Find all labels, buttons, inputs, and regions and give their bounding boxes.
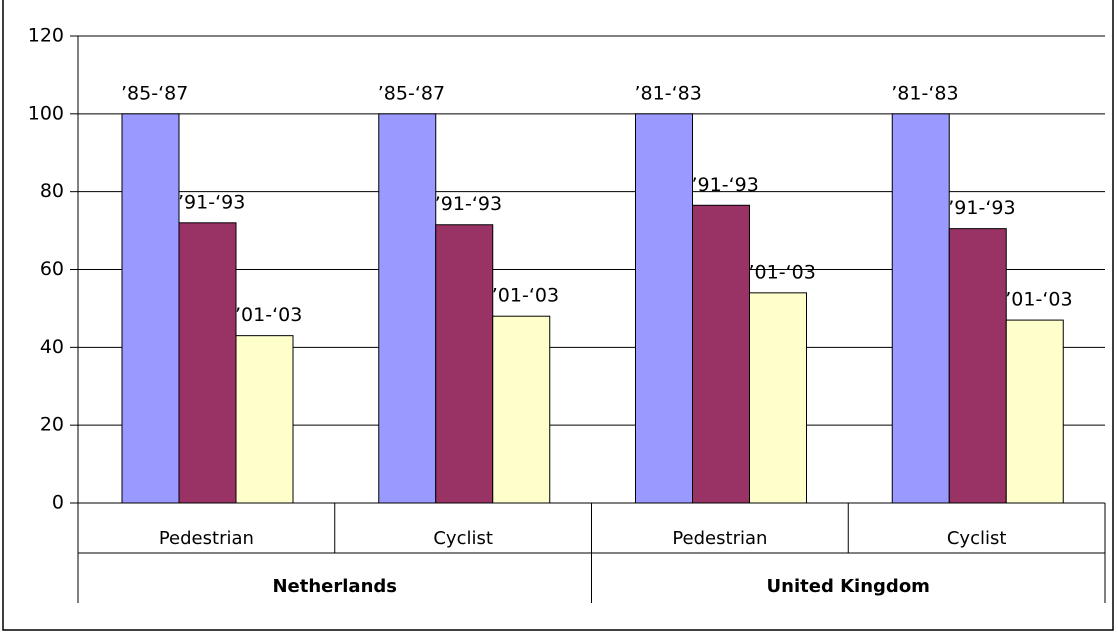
group-label: Netherlands (272, 576, 397, 597)
bar (121, 113, 180, 504)
y-tick-label: 20 (40, 414, 64, 436)
y-tick-label: 120 (28, 25, 64, 47)
value-label: ’81-‘83 (635, 82, 702, 104)
bar (492, 315, 551, 504)
bar (178, 222, 237, 504)
bar (1005, 319, 1064, 504)
y-tick-label: 80 (40, 180, 64, 202)
value-label: ’01-‘03 (492, 285, 559, 307)
bar (891, 113, 950, 504)
bar (235, 335, 294, 504)
bar (749, 292, 807, 504)
y-tick-label: 40 (40, 336, 64, 358)
value-label: ’91-‘93 (948, 197, 1015, 219)
value-label: ’01-‘03 (235, 304, 302, 326)
bar (692, 204, 750, 504)
bar (378, 113, 437, 504)
value-label: ’01-‘03 (1005, 289, 1072, 311)
value-label: ’85-‘87 (121, 82, 188, 104)
y-tick-label: 100 (28, 102, 64, 124)
value-label: ’91-‘93 (692, 174, 759, 196)
category-label: Pedestrian (672, 528, 767, 549)
bar (635, 113, 693, 504)
bar (435, 224, 494, 504)
value-label: ’81-‘83 (891, 82, 958, 104)
y-tick-label: 0 (52, 492, 64, 514)
category-label: Cyclist (433, 528, 493, 549)
category-label: Pedestrian (159, 528, 254, 549)
value-label: ’91-‘93 (435, 193, 502, 215)
group-label: United Kingdom (767, 576, 930, 597)
value-label: ’85-‘87 (378, 82, 445, 104)
value-label: ’91-‘93 (178, 191, 245, 213)
category-label: Cyclist (947, 528, 1007, 549)
y-tick-label: 60 (40, 258, 64, 280)
bar (948, 228, 1007, 504)
value-label: ’01-‘03 (749, 261, 816, 283)
